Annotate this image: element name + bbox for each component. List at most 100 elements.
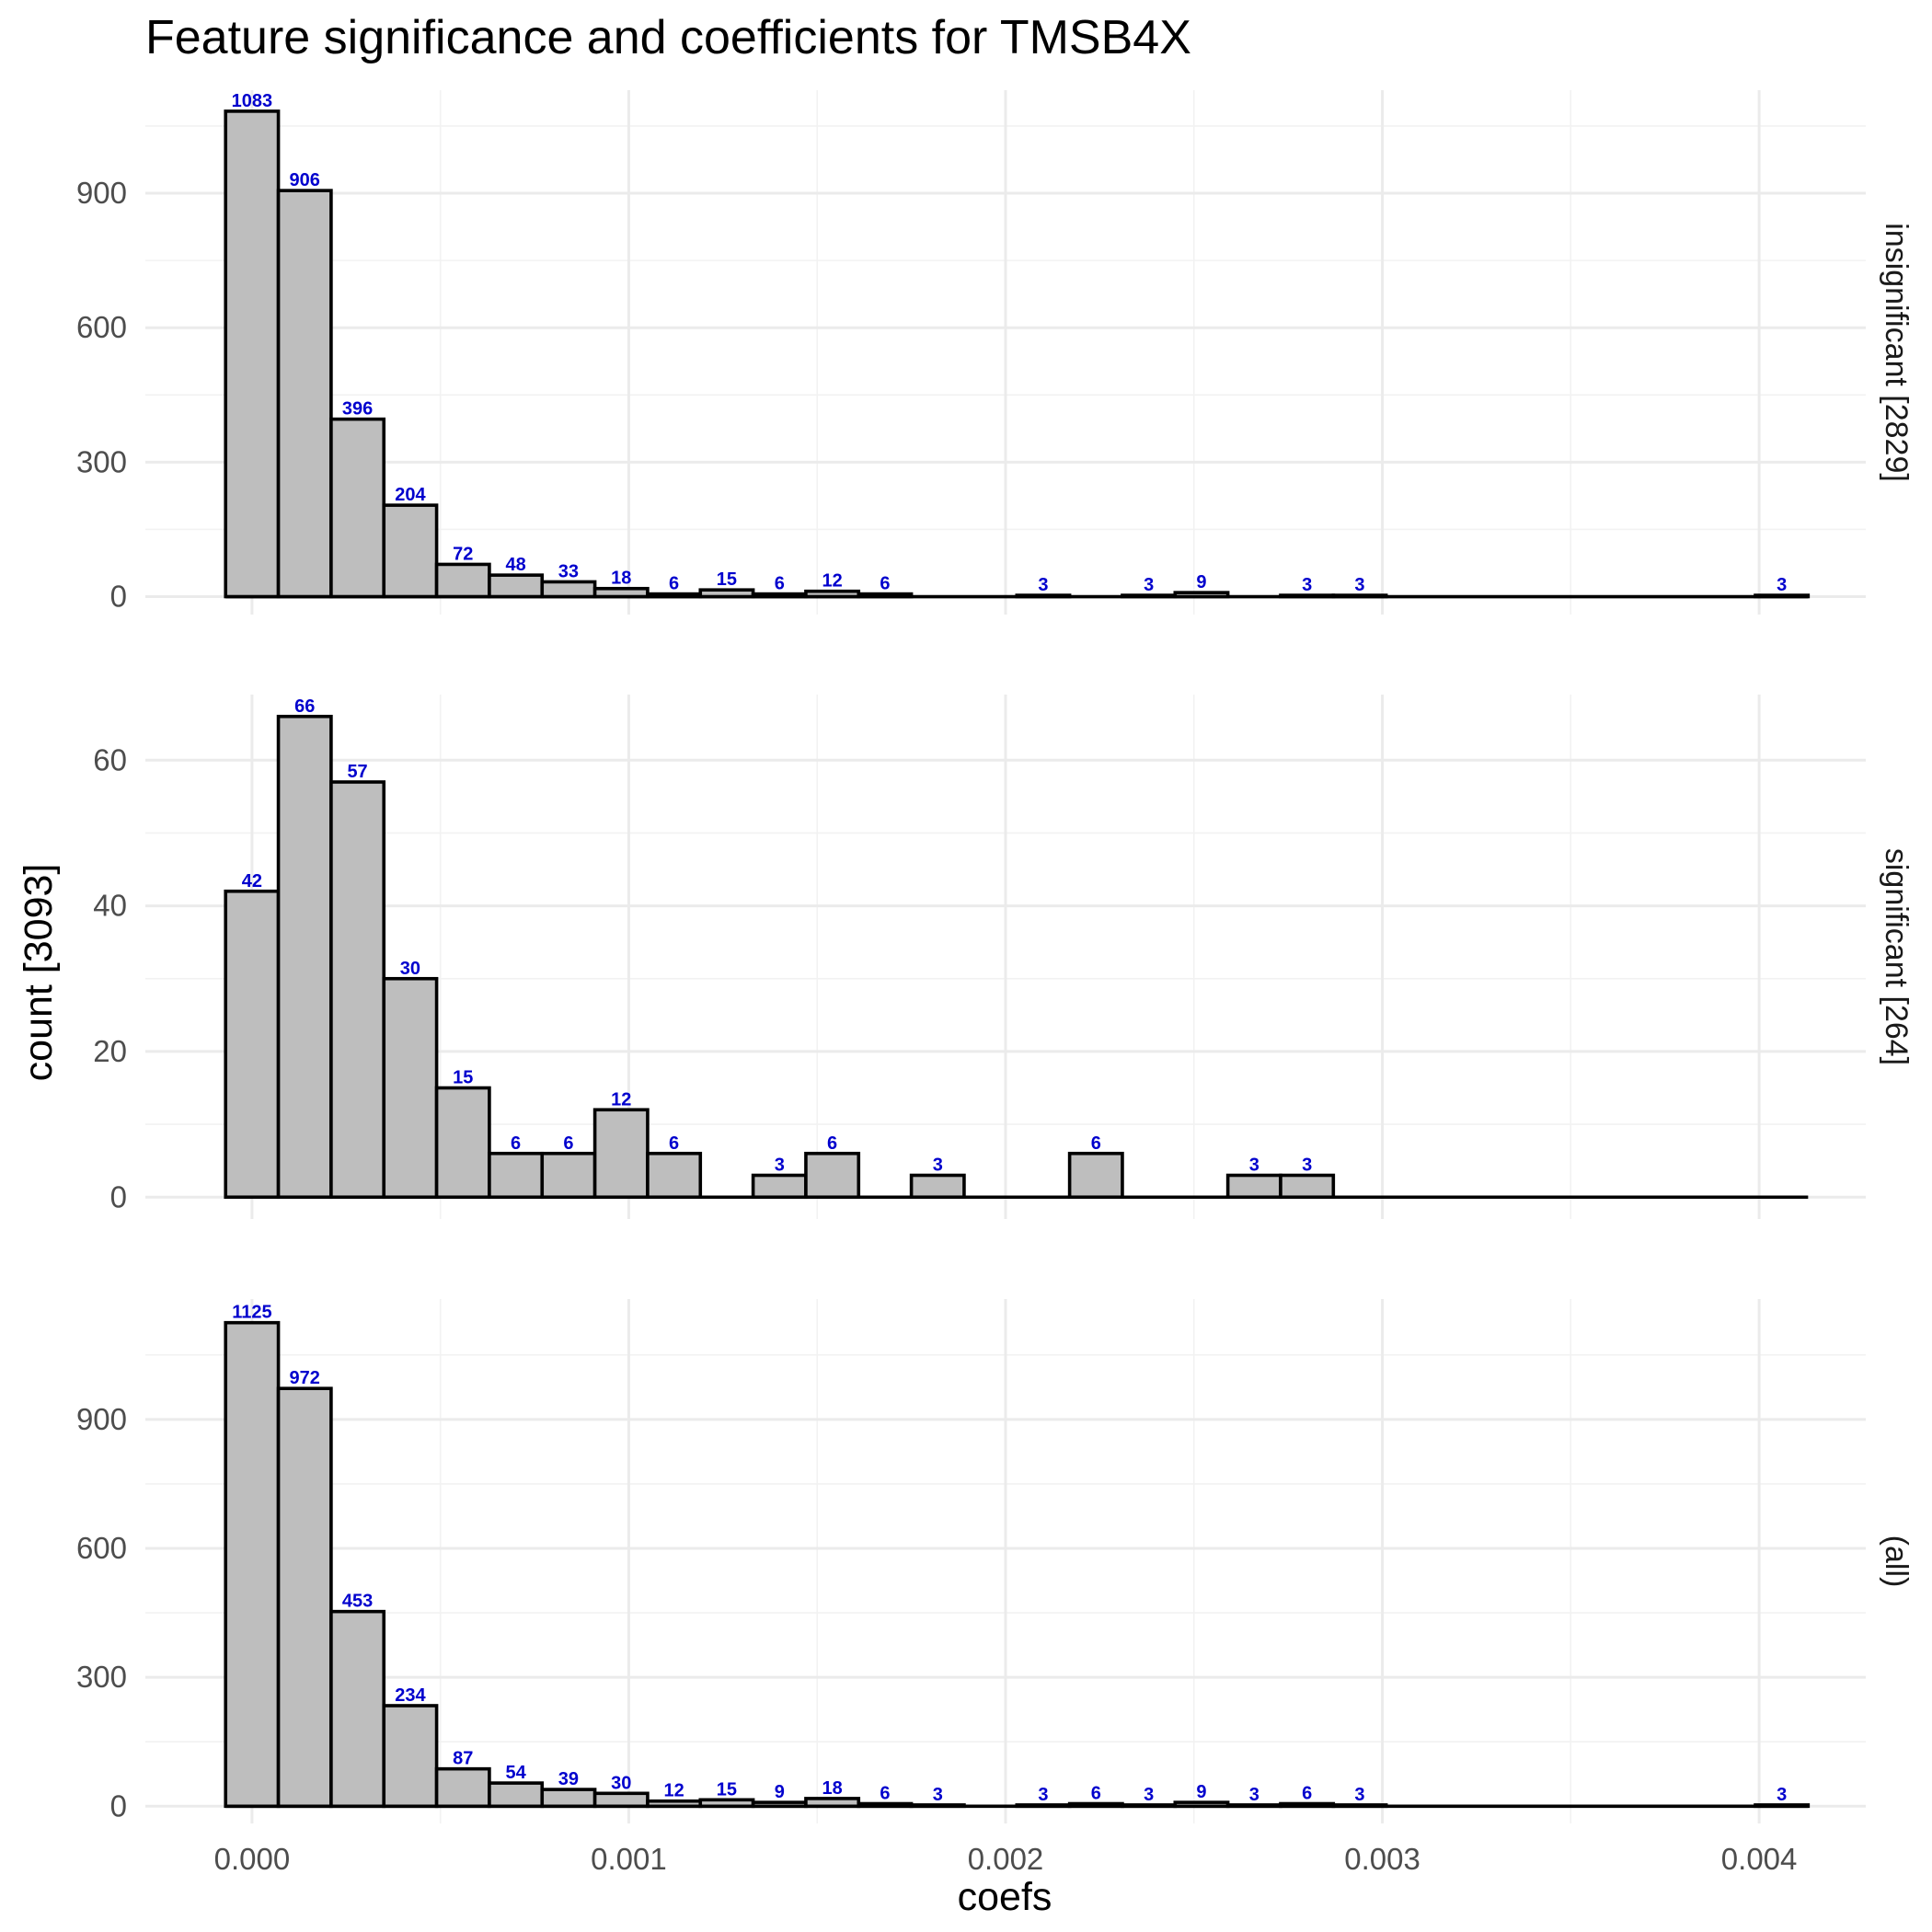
bar-count-label: 9	[1196, 1782, 1206, 1802]
bar-count-label: 9	[1196, 572, 1206, 592]
bar-count-label: 30	[611, 1773, 631, 1793]
histogram-bar	[329, 417, 386, 599]
histogram-bar	[804, 1797, 861, 1809]
histogram-bar	[1067, 1151, 1124, 1200]
bar-count-label: 234	[395, 1685, 426, 1706]
bar-count-label: 39	[558, 1769, 579, 1789]
histogram-bar	[698, 1798, 755, 1809]
x-tick-label: 0.003	[1344, 1842, 1420, 1876]
bar-count-label: 9	[775, 1782, 785, 1802]
histogram-bar	[382, 503, 439, 599]
histogram-bar	[224, 1320, 281, 1809]
histogram-bar	[751, 592, 808, 599]
histogram-bar	[751, 1800, 808, 1809]
bar-count-label: 54	[505, 1763, 526, 1783]
histogram-bar	[1173, 591, 1230, 599]
y-tick-label: 0	[110, 580, 127, 614]
bar-count-label: 3	[1144, 1785, 1154, 1805]
histogram-bar	[698, 588, 755, 599]
histogram-bar	[1225, 1173, 1282, 1200]
bar-count-label: 1125	[232, 1303, 271, 1323]
histogram-bar	[434, 1766, 491, 1809]
histogram-bar	[1225, 1803, 1282, 1809]
bar-count-label: 6	[1302, 1784, 1312, 1804]
histogram-bar	[276, 1386, 333, 1809]
bar-count-label: 15	[453, 1068, 473, 1088]
histogram-bar	[1331, 593, 1388, 599]
histogram-bar	[224, 889, 281, 1200]
histogram-bar	[434, 1086, 491, 1200]
facet-strip-label: (all)	[1879, 1535, 1914, 1588]
facet-strip-label: insignificant [2829]	[1879, 223, 1914, 482]
bar-count-label: 18	[611, 569, 631, 589]
bar-count-label: 57	[347, 762, 367, 782]
bar-count-label: 3	[933, 1156, 943, 1176]
histogram-bar	[646, 1151, 703, 1200]
facet-strip-label: significant [264]	[1879, 848, 1914, 1065]
bar-count-label: 3	[1249, 1156, 1259, 1176]
y-tick-label: 0	[110, 1179, 127, 1213]
bar-count-label: 15	[717, 569, 737, 590]
bar-count-label: 6	[775, 574, 785, 594]
bar-count-label: 453	[342, 1592, 373, 1612]
histogram-bar	[909, 1173, 966, 1200]
histogram-bar	[382, 1704, 439, 1809]
bar-count-label: 6	[880, 574, 890, 594]
bar-count-label: 3	[1038, 575, 1048, 595]
bar-count-label: 6	[669, 1133, 679, 1154]
x-tick-label: 0.000	[214, 1842, 291, 1876]
bar-count-label: 6	[880, 1784, 890, 1804]
histogram-bar	[488, 573, 545, 599]
bar-count-label: 30	[400, 959, 420, 979]
bar-count-label: 3	[1302, 575, 1312, 595]
bar-count-label: 15	[717, 1779, 737, 1800]
bar-count-label: 396	[342, 399, 373, 420]
histogram-bar	[1279, 1801, 1336, 1809]
bar-count-label: 906	[290, 170, 320, 190]
y-tick-label: 20	[93, 1034, 127, 1068]
histogram-bar	[434, 562, 491, 599]
bar-count-label: 6	[1091, 1133, 1101, 1154]
bar-count-label: 6	[669, 574, 679, 594]
histogram-bar	[540, 1788, 597, 1809]
bar-count-label: 12	[611, 1089, 631, 1110]
bar-count-label: 204	[395, 485, 426, 505]
bar-count-label: 87	[453, 1749, 473, 1769]
bar-count-label: 3	[1144, 575, 1154, 595]
histogram-bar	[1331, 1803, 1388, 1809]
bar-count-label: 6	[1091, 1784, 1101, 1804]
histogram-bar	[1173, 1800, 1230, 1809]
y-tick-label: 300	[76, 1660, 127, 1694]
bar-count-label: 72	[453, 544, 473, 564]
histogram-bar	[1279, 593, 1336, 599]
bar-count-label: 3	[1354, 1785, 1364, 1805]
bar-count-label: 3	[1777, 1785, 1787, 1805]
histogram-bar	[1754, 593, 1811, 599]
histogram-bar	[540, 1151, 597, 1200]
bar-count-label: 972	[290, 1368, 320, 1388]
bar-count-label: 48	[505, 555, 525, 575]
histogram-bar	[1067, 1801, 1124, 1809]
chart-title: Feature significance and coefficients fo…	[145, 11, 1191, 64]
histogram-bar	[1015, 593, 1072, 599]
bar-count-label: 3	[1249, 1785, 1259, 1805]
bar-count-label: 42	[242, 871, 262, 891]
x-tick-label: 0.004	[1721, 1842, 1798, 1876]
bar-count-label: 3	[1777, 575, 1787, 595]
histogram-bar	[857, 592, 914, 599]
bar-count-label: 3	[775, 1156, 785, 1176]
histogram-bar	[488, 1781, 545, 1809]
histogram-bar	[909, 1803, 966, 1809]
y-tick-label: 0	[110, 1788, 127, 1823]
bar-count-label: 33	[558, 561, 579, 581]
x-axis-title: coefs	[958, 1875, 1052, 1919]
histogram-bar	[382, 976, 439, 1200]
bar-count-label: 12	[663, 1781, 684, 1801]
bar-count-label: 3	[933, 1785, 943, 1805]
bar-count-label: 66	[294, 696, 315, 717]
histogram-bar	[804, 589, 861, 599]
